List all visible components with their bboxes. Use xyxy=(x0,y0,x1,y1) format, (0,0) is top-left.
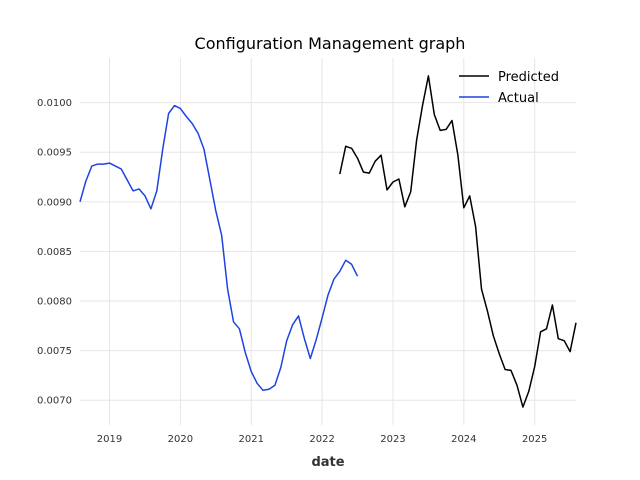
x-axis-title: date xyxy=(311,455,344,470)
y-tick-label: 0.0095 xyxy=(37,148,72,159)
y-tick-label: 0.0090 xyxy=(37,197,72,208)
series-line-actual xyxy=(79,104,359,392)
y-tick-label: 0.0080 xyxy=(37,297,72,308)
y-tick-label: 0.0100 xyxy=(37,98,72,109)
x-tick-label: 2021 xyxy=(239,434,264,445)
y-tick-label: 0.0085 xyxy=(37,247,72,258)
x-tick-label: 2022 xyxy=(309,434,334,445)
y-tick-label: 0.0070 xyxy=(37,396,72,407)
legend: Predicted Actual xyxy=(459,70,559,106)
series-line-predicted xyxy=(339,75,577,408)
chart-title: Configuration Management graph xyxy=(195,34,466,53)
legend-label-actual: Actual xyxy=(498,91,539,106)
y-tick-label: 0.0075 xyxy=(37,346,72,357)
grid xyxy=(80,58,576,425)
x-tick-label: 2023 xyxy=(380,434,405,445)
legend-label-predicted: Predicted xyxy=(498,70,559,85)
tick-labels: 2019 2020 2021 2022 2023 2024 2025 0.0070 0.0075… xyxy=(37,98,547,445)
series-group xyxy=(79,75,577,408)
x-tick-label: 2019 xyxy=(97,434,122,445)
x-tick-label: 2024 xyxy=(451,434,476,445)
x-tick-label: 2025 xyxy=(522,434,547,445)
x-tick-label: 2020 xyxy=(168,434,193,445)
